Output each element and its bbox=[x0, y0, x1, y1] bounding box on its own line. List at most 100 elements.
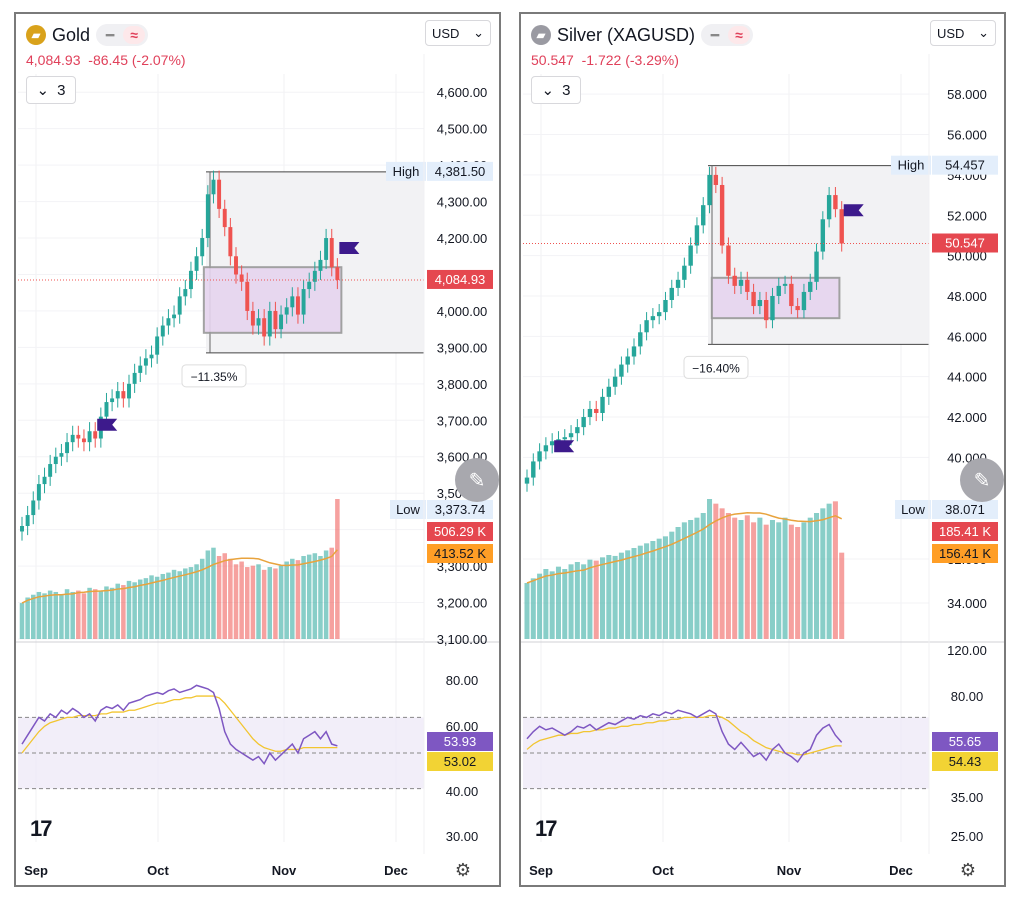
volume-bar bbox=[154, 576, 160, 639]
rsi-ma-value-label: 54.43 bbox=[949, 754, 982, 769]
candle-body bbox=[36, 484, 41, 501]
candle-body bbox=[656, 312, 662, 317]
indicators-toggle[interactable]: ⌄ 3 bbox=[26, 76, 76, 104]
chevron-down-icon: ⌄ bbox=[541, 82, 555, 99]
low-tag-bg bbox=[390, 500, 426, 519]
flag-marker-icon bbox=[843, 204, 864, 217]
candle-body bbox=[732, 275, 737, 286]
volume-bar bbox=[87, 587, 92, 639]
volume-bar bbox=[543, 569, 549, 639]
candle-body bbox=[267, 310, 272, 337]
candle-body bbox=[160, 325, 165, 337]
candle-body bbox=[638, 332, 643, 347]
rsi-axis-tick: 35.00 bbox=[951, 790, 984, 805]
rsi-ma-value-label-bg bbox=[932, 752, 998, 771]
line-chart-icon[interactable]: ≈ bbox=[728, 26, 751, 44]
symbol-title[interactable]: Silver (XAGUSD) bbox=[557, 24, 696, 45]
volume-bar bbox=[801, 522, 807, 639]
gold-chart: 4,600.004,500.004,400.004,300.004,200.00… bbox=[16, 54, 499, 878]
rsi-ma-value-label: 53.02 bbox=[444, 754, 477, 769]
rsi-ma-value-label-bg bbox=[427, 752, 493, 771]
silver-bars-icon: ▰ bbox=[531, 25, 551, 45]
indicators-toggle[interactable]: ⌄ 3 bbox=[531, 76, 581, 104]
chart-type-toggle[interactable]: ━ ≈ bbox=[701, 24, 754, 46]
drawdown-label: −16.40% bbox=[692, 361, 740, 375]
low-tag: Low bbox=[901, 502, 925, 517]
price-axis-tick: 4,500.00 bbox=[437, 122, 488, 137]
candle-body bbox=[295, 296, 300, 315]
candle-body bbox=[707, 174, 712, 206]
candle-body bbox=[211, 179, 216, 195]
settings-icon[interactable]: ⚙ bbox=[959, 860, 976, 880]
volume-bar bbox=[713, 503, 719, 639]
rsi-axis-tick: 30.00 bbox=[446, 829, 479, 844]
volume-bar bbox=[562, 569, 568, 639]
symbol-title[interactable]: Gold bbox=[52, 24, 91, 45]
drawdown-label: −11.35% bbox=[191, 370, 238, 384]
price-change-pct: (-3.29%) bbox=[625, 52, 679, 68]
price-change-pct: (-2.07%) bbox=[131, 52, 186, 68]
volume-bar bbox=[205, 550, 211, 639]
volume-bar bbox=[278, 565, 284, 639]
volume-bar bbox=[839, 552, 845, 639]
candle-body bbox=[562, 437, 567, 440]
rsi-axis-tick: 25.00 bbox=[951, 829, 984, 844]
bar-chart-icon[interactable]: ━ bbox=[105, 26, 115, 43]
high-tag: High bbox=[898, 158, 925, 173]
volume-bar bbox=[732, 517, 738, 639]
volume-bar bbox=[233, 564, 239, 639]
line-chart-icon[interactable]: ≈ bbox=[123, 26, 146, 44]
currency-value: USD bbox=[937, 25, 965, 41]
volume-bar bbox=[587, 559, 593, 639]
rsi-ma-line bbox=[21, 695, 338, 754]
rsi-value-label: 55.65 bbox=[949, 734, 982, 749]
volume-bar bbox=[104, 586, 109, 639]
candle-body bbox=[575, 427, 580, 434]
candle-body bbox=[239, 274, 244, 282]
volume-bar bbox=[188, 567, 194, 639]
candle-body bbox=[688, 245, 693, 266]
high-tag-bg bbox=[386, 161, 426, 181]
candle-body bbox=[770, 295, 775, 321]
low-value-label-bg bbox=[427, 500, 493, 519]
candle-body bbox=[587, 408, 593, 418]
volume-bar bbox=[59, 594, 64, 639]
pencil-icon[interactable]: ✎ bbox=[960, 458, 1004, 502]
candle-body bbox=[789, 283, 794, 307]
last-price-label: 4,084.93 bbox=[435, 272, 486, 287]
volume-bar bbox=[675, 527, 681, 639]
volume-bar bbox=[530, 578, 536, 639]
candle-body bbox=[619, 364, 624, 377]
time-axis-tick: Sep bbox=[529, 863, 553, 878]
candle-body bbox=[318, 259, 323, 271]
rsi-axis-tick: 80.00 bbox=[951, 689, 984, 704]
last-price-label-bg bbox=[427, 269, 493, 289]
candle-body bbox=[143, 358, 148, 366]
bar-chart-icon[interactable]: ━ bbox=[710, 26, 720, 43]
candle-body bbox=[745, 279, 750, 292]
volume-bar bbox=[631, 548, 637, 639]
last-price: 50.547 bbox=[531, 52, 574, 68]
currency-select[interactable]: USD ⌄ bbox=[930, 20, 996, 46]
candle-body bbox=[42, 476, 47, 485]
candle-body bbox=[222, 208, 227, 228]
volume-label: 506.29 K bbox=[434, 524, 486, 539]
price-axis-tick: 52.000 bbox=[947, 208, 987, 223]
candle-body bbox=[682, 265, 687, 280]
price-axis-tick: 46.000 bbox=[947, 329, 987, 344]
volume-bar bbox=[53, 591, 59, 639]
volume-bar bbox=[318, 555, 323, 639]
gold-bars-icon: ▰ bbox=[26, 25, 46, 45]
pencil-icon[interactable]: ✎ bbox=[455, 458, 499, 502]
currency-select[interactable]: USD ⌄ bbox=[425, 20, 491, 46]
volume-bar bbox=[637, 545, 643, 639]
candle-body bbox=[188, 270, 193, 290]
volume-bar bbox=[656, 538, 662, 639]
settings-icon[interactable]: ⚙ bbox=[454, 860, 471, 880]
tradingview-logo: 17 bbox=[30, 816, 53, 841]
low-tag: Low bbox=[396, 502, 420, 517]
chart-type-toggle[interactable]: ━ ≈ bbox=[96, 24, 149, 46]
volume-bar bbox=[183, 568, 188, 639]
volume-bar bbox=[681, 522, 687, 639]
volume-bar bbox=[166, 572, 171, 639]
